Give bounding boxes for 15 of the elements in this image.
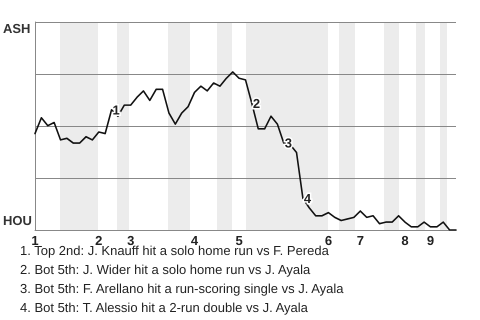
x-tick-label: 2 [95, 233, 102, 248]
x-tick-label: 5 [236, 233, 243, 248]
annotation: 2 [252, 96, 260, 112]
x-tick-label: 9 [426, 233, 434, 248]
x-tick-label: 6 [324, 233, 332, 248]
x-tick-label: 8 [401, 233, 409, 248]
x-tick-label: 7 [356, 233, 364, 248]
text: 4. Bot 5th: T. Alessio hit a 2-run double vs J. Ayala [20, 300, 309, 315]
x-tick-label: 4 [190, 233, 199, 248]
text: ASH [3, 21, 30, 36]
text: 2. Bot 5th: J. Wider hit a solo home run vs J. Ayala [20, 262, 312, 277]
x-tick-label: 3 [127, 233, 134, 248]
text: 3. Bot 5th: F. Arellano hit a run-scoring single vs J. Ayala [20, 281, 344, 296]
annotation: 4 [304, 190, 312, 206]
text: HOU [3, 213, 32, 228]
